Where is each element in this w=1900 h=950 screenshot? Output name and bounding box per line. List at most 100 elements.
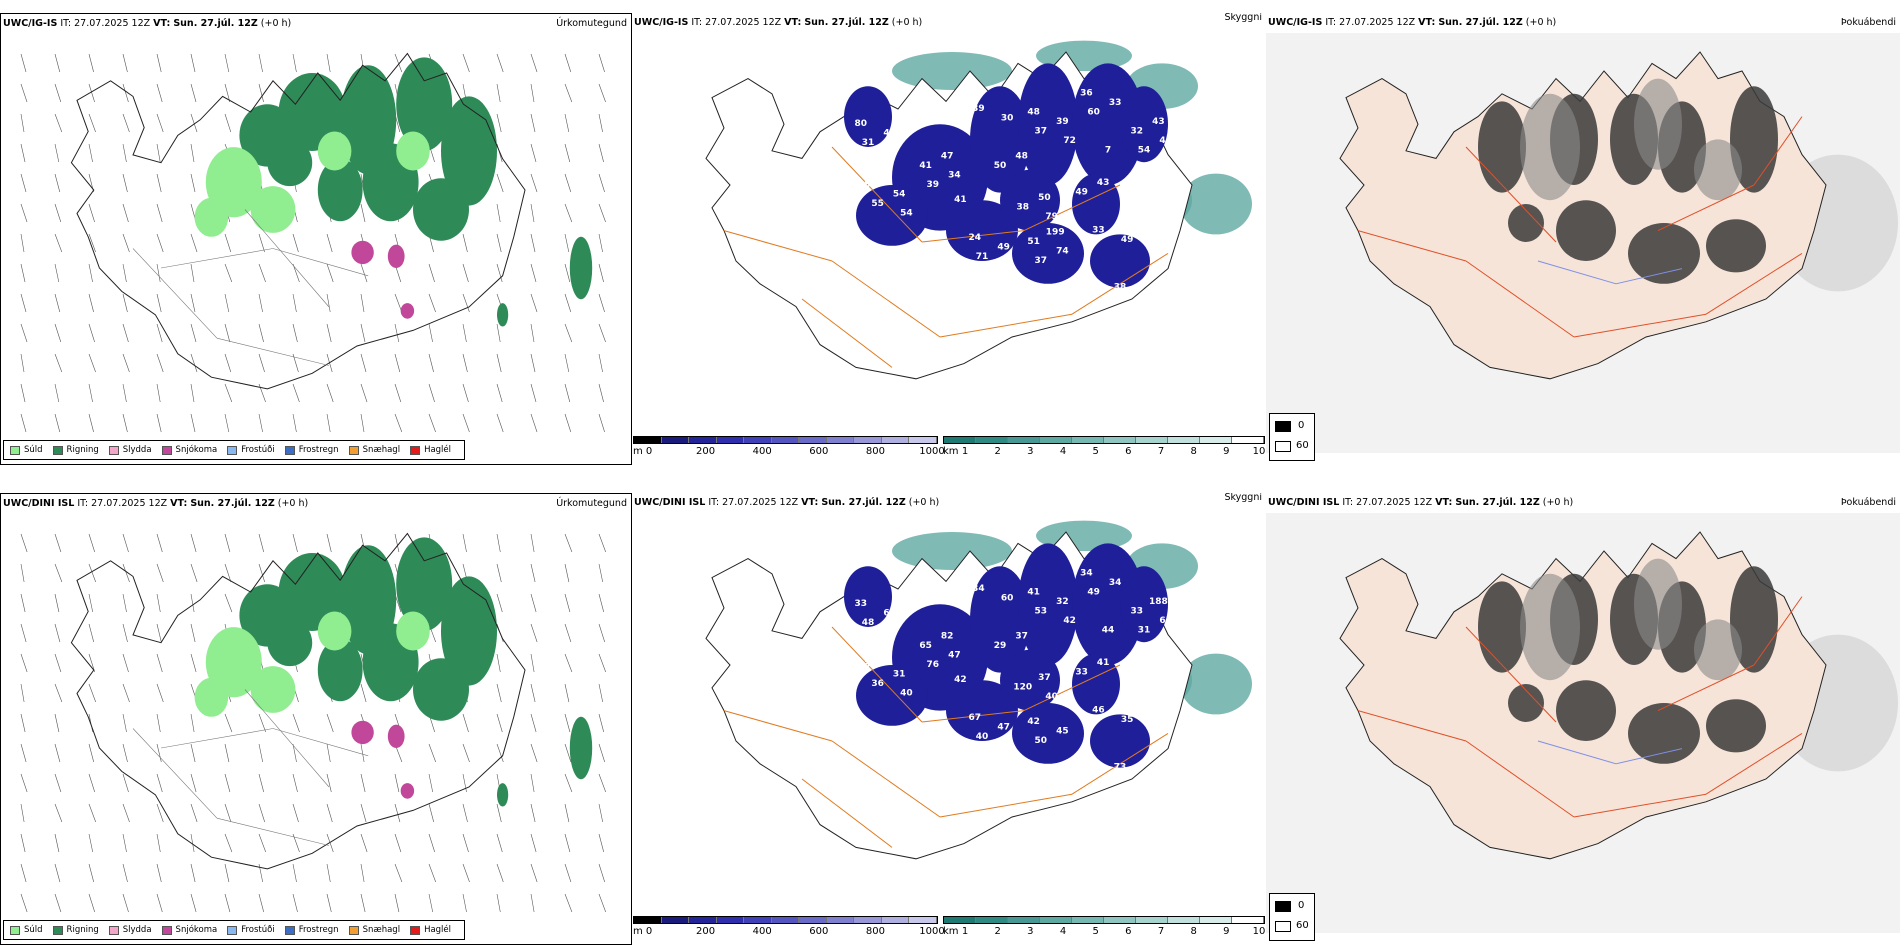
fog-legend-top: 0 bbox=[1298, 420, 1305, 431]
cloud-base-label: 55 bbox=[871, 199, 884, 209]
wind-barb bbox=[156, 353, 164, 373]
road bbox=[1465, 626, 1557, 723]
wind-barb bbox=[292, 773, 298, 793]
fog-area bbox=[1634, 78, 1682, 170]
visibility-colorbar: km 1 2 3 4 5 6 7 8 9 10 bbox=[943, 436, 1265, 464]
wind-barb bbox=[394, 803, 401, 823]
wind-barb bbox=[224, 53, 230, 73]
road bbox=[1071, 252, 1169, 315]
color-step bbox=[1104, 917, 1136, 923]
cloud-base-label: 48 bbox=[1015, 151, 1028, 161]
cloud-base-label: 120 bbox=[1013, 683, 1032, 693]
wind-barb bbox=[598, 263, 604, 283]
cloud-base-label: 37 bbox=[1035, 127, 1048, 137]
cloud-base-label: 36 bbox=[1080, 89, 1093, 99]
cloud-base-label: 33 bbox=[1075, 668, 1088, 678]
cloud-base-label: 39 bbox=[972, 104, 985, 114]
color-step bbox=[1232, 917, 1264, 923]
wind-barb bbox=[360, 893, 366, 913]
river bbox=[1615, 748, 1683, 765]
color-step bbox=[1232, 437, 1264, 443]
cloud-base-label: 83 bbox=[864, 180, 877, 190]
drizzle-area bbox=[205, 627, 262, 698]
visibility_scale-unit: km bbox=[943, 446, 959, 457]
tick-label: 8 bbox=[1190, 446, 1197, 457]
fog-area bbox=[1508, 204, 1544, 242]
road bbox=[1465, 740, 1575, 818]
color-step bbox=[716, 917, 745, 923]
legend-label: Haglél bbox=[424, 925, 452, 935]
wind-barb bbox=[428, 803, 434, 823]
cloud-base-label: 67 bbox=[969, 713, 982, 723]
cloud-base-label: 37 bbox=[1015, 631, 1028, 641]
color-step bbox=[716, 437, 745, 443]
wind-barb bbox=[360, 803, 367, 823]
wind-barb bbox=[20, 113, 25, 133]
road bbox=[831, 626, 923, 723]
legend-swatch bbox=[10, 925, 20, 935]
color-step bbox=[881, 437, 910, 443]
rain-area bbox=[413, 658, 469, 721]
wind-barb bbox=[224, 233, 232, 253]
wind-barb bbox=[88, 113, 96, 133]
cloud-base-area bbox=[856, 665, 928, 726]
drizzle-area bbox=[250, 186, 296, 233]
wind-barb bbox=[122, 803, 130, 823]
wind-barb bbox=[88, 263, 93, 283]
wind-barb bbox=[190, 53, 196, 73]
fog-legend-top: 0 bbox=[1298, 900, 1305, 911]
legend-item: Snæhagl bbox=[348, 925, 400, 935]
wind-barb bbox=[564, 593, 571, 613]
wind-barb bbox=[530, 323, 535, 343]
color-step bbox=[744, 917, 772, 923]
wind-barb bbox=[20, 233, 25, 253]
wind-barb bbox=[122, 383, 127, 403]
tick-label: 6 bbox=[1125, 926, 1132, 937]
legend-item: Snjókoma bbox=[161, 925, 217, 935]
wind-barb bbox=[54, 143, 60, 163]
legend-label: Frostúði bbox=[241, 445, 275, 455]
cloud_base_scale-unit: m bbox=[633, 446, 643, 457]
fog-legend-black bbox=[1275, 421, 1291, 432]
road bbox=[1357, 710, 1467, 742]
wind-barb bbox=[564, 143, 571, 163]
road bbox=[1753, 596, 1803, 666]
rain-area bbox=[278, 553, 346, 631]
wind-barb bbox=[598, 53, 605, 73]
cloud-base-area bbox=[1120, 86, 1168, 163]
wind-barb bbox=[564, 413, 572, 433]
rain-area bbox=[267, 619, 313, 667]
wind-barb bbox=[360, 413, 365, 433]
legend-swatch bbox=[161, 445, 172, 455]
wind-barb bbox=[156, 143, 161, 163]
wind-barb bbox=[394, 323, 400, 343]
color-step bbox=[1072, 917, 1104, 923]
wind-barb bbox=[496, 803, 502, 823]
cloud-base-label: 41 bbox=[954, 195, 967, 205]
wind-barb bbox=[564, 233, 570, 253]
wind-barb bbox=[54, 413, 61, 433]
cloud-base-label: 34 bbox=[1109, 578, 1122, 588]
cloud-base-label: 38 bbox=[1017, 203, 1030, 213]
cloud-base-area bbox=[1072, 173, 1120, 235]
low-visibility-area bbox=[892, 532, 1012, 570]
fog-legend: 0 60 bbox=[1269, 413, 1315, 461]
wind-barb bbox=[292, 743, 297, 763]
wind-barb bbox=[224, 413, 230, 433]
tick-label: 10 bbox=[1252, 446, 1266, 457]
wind-barb bbox=[564, 653, 573, 673]
wind-barb bbox=[326, 893, 332, 913]
cloud-base-label: 43 bbox=[1152, 117, 1165, 127]
wind-barb bbox=[292, 413, 297, 433]
wind-barb bbox=[122, 773, 129, 793]
tick-label: 0 bbox=[645, 446, 653, 457]
color-step bbox=[799, 917, 827, 923]
wind-barb bbox=[326, 533, 332, 553]
wind-barb bbox=[598, 233, 603, 253]
color-step bbox=[854, 917, 882, 923]
color-step bbox=[1104, 437, 1136, 443]
wind-barb bbox=[462, 743, 470, 763]
wind-barb bbox=[224, 83, 231, 103]
color-step bbox=[661, 917, 690, 923]
wind-barb bbox=[326, 233, 333, 253]
